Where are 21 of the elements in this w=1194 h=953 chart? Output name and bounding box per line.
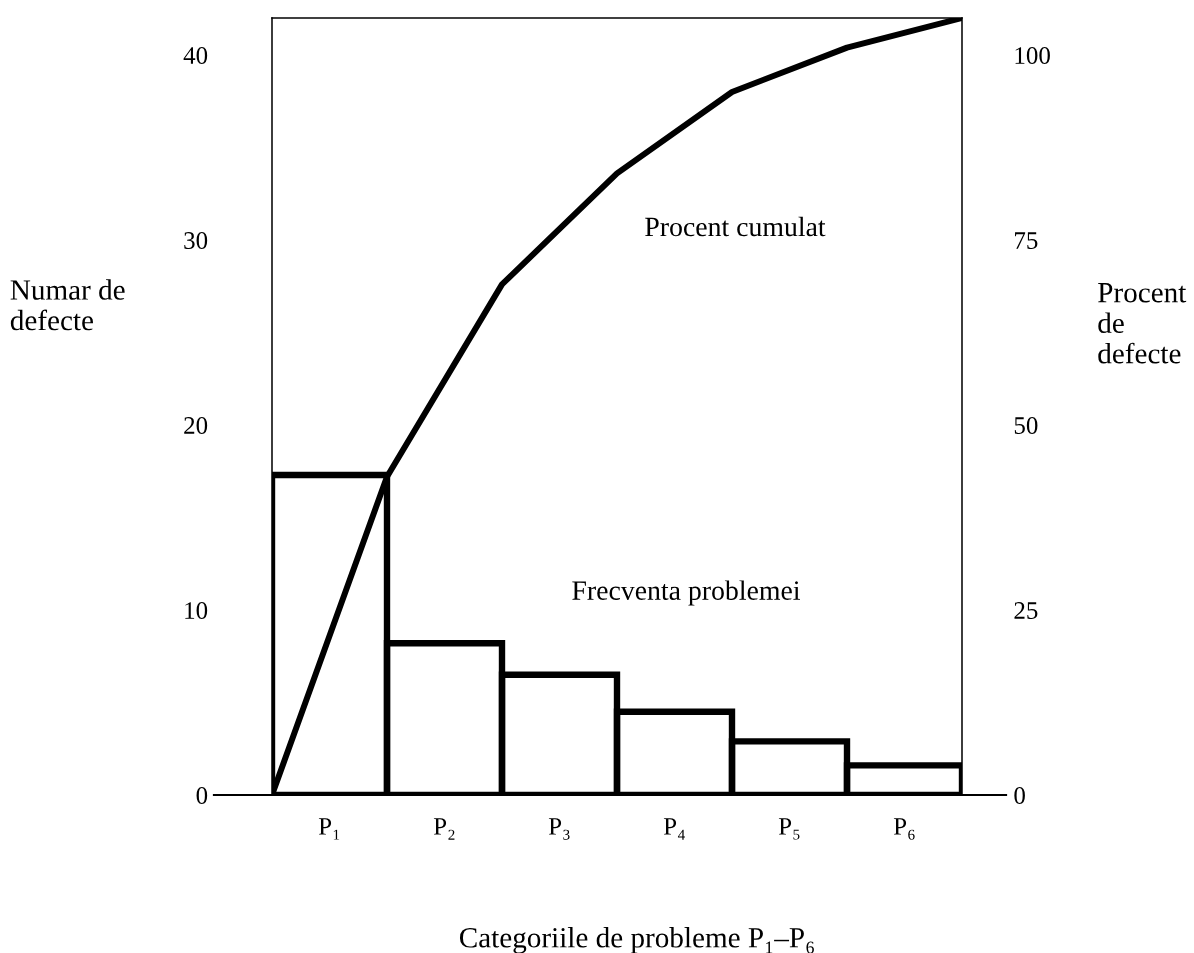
series-label: Procent cumulat bbox=[645, 216, 826, 237]
x-tick-label: P₅ bbox=[778, 818, 800, 840]
y2-tick-label: 25 bbox=[1014, 602, 1038, 619]
x-tick-label: P₁ bbox=[318, 818, 340, 840]
x-tick-label: P₂ bbox=[433, 818, 455, 840]
y-tick-label: 0 bbox=[196, 787, 208, 804]
y-tick-label: 20 bbox=[184, 417, 208, 434]
y-tick-label: 10 bbox=[185, 602, 208, 619]
y2-axis-title: Procent de defecte bbox=[1098, 283, 1187, 364]
y2-tick-label: 75 bbox=[1015, 232, 1038, 249]
x-tick-label: P₃ bbox=[548, 818, 570, 840]
x-tick-label: P₆ bbox=[893, 818, 915, 840]
text: Frecventa problemei bbox=[572, 580, 800, 606]
x-tick-label: P₄ bbox=[663, 818, 685, 840]
y-tick-label: 40 bbox=[183, 47, 208, 64]
y2-tick-label: 0 bbox=[1014, 787, 1025, 804]
y2-tick-label: 100 bbox=[1015, 47, 1050, 64]
y2-tick-label: 50 bbox=[1014, 417, 1038, 434]
y-axis-title: Numar de defecte bbox=[10, 279, 125, 331]
x-axis-title: Categoriile de probleme P₁–P₆ bbox=[459, 927, 814, 953]
y-tick-label: 30 bbox=[184, 232, 208, 249]
